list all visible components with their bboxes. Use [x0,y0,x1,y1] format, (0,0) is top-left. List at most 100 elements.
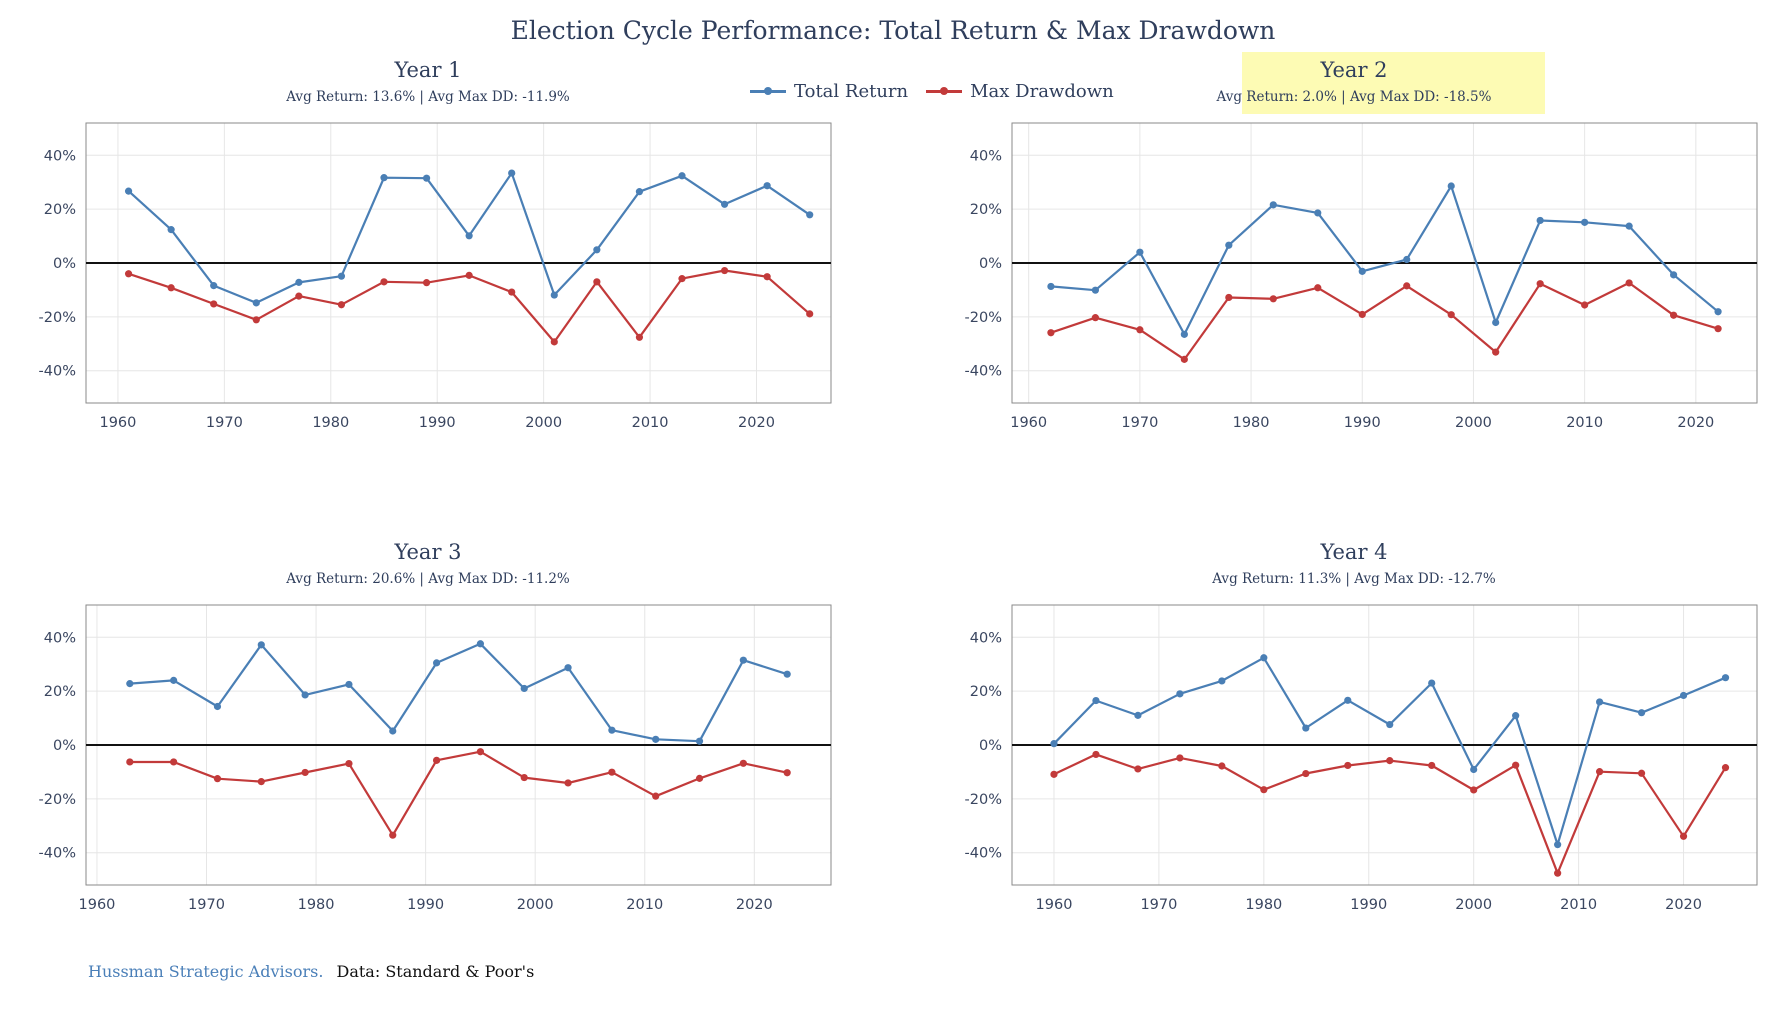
point-total-return [380,174,388,182]
y-tick-label: -40% [39,364,76,380]
point-total-return [1714,308,1722,316]
point-max-drawdown [1314,284,1322,292]
x-tick-label: 1960 [79,897,116,913]
legend-item-total-return: Total Return [750,81,908,102]
panel-plot: 40% 20% 0% -20% -40% 1960 1970 1980 1990 2000 2010… [965,122,1758,431]
point-max-drawdown [564,779,572,787]
y-tick-label: 20% [970,684,1002,700]
point-max-drawdown [1180,355,1188,363]
x-tick-label: 1990 [1350,897,1387,913]
point-max-drawdown [763,273,771,281]
point-max-drawdown [1428,761,1436,770]
point-total-return [739,656,747,664]
point-max-drawdown [252,316,260,324]
y-tick-label: 20% [44,202,76,218]
point-total-return [1403,255,1411,264]
panel-plot: 40% 20% 0% -20% -40% 1960 1970 1980 1990 2000 2010… [39,122,832,431]
point-total-return [520,684,528,693]
x-tick-label: 2000 [525,415,562,431]
panel-subtitle: Avg Return: 20.6% | Avg Max DD: -11.2% [286,571,570,587]
point-max-drawdown [652,792,660,800]
point-total-return [1721,674,1730,682]
point-max-drawdown [550,338,558,346]
footer: Hussman Strategic Advisors. Data: Standa… [88,962,534,981]
panel-subtitle: Avg Return: 11.3% | Avg Max DD: -12.7% [1212,571,1496,587]
point-total-return [1554,841,1562,849]
point-max-drawdown [210,300,218,308]
panel-year-1: Year 1 Avg Return: 13.6% | Avg Max DD: -… [0,58,860,498]
point-total-return [593,246,601,254]
y-tick-label: -40% [965,846,1002,862]
point-max-drawdown [295,292,303,300]
point-max-drawdown [170,758,178,766]
point-max-drawdown [806,310,814,318]
point-total-return [337,272,346,280]
point-max-drawdown [1670,311,1678,319]
y-tick-label: 40% [44,630,76,646]
point-max-drawdown [1447,311,1455,319]
point-total-return [1679,691,1688,700]
point-total-return [720,200,729,208]
point-max-drawdown [1176,754,1184,762]
x-tick-label: 1980 [1233,415,1270,431]
point-max-drawdown [1403,282,1411,290]
point-max-drawdown [1218,762,1226,770]
y-tick-label: 0% [53,256,76,272]
point-total-return [295,278,303,286]
y-tick-label: -40% [965,364,1002,380]
point-max-drawdown [465,271,473,279]
legend-swatch-max-drawdown [926,86,963,95]
point-total-return [213,702,222,711]
point-max-drawdown [389,831,397,839]
x-tick-label: 2020 [1677,415,1714,431]
x-tick-label: 1990 [1344,415,1381,431]
point-total-return [210,282,218,290]
point-total-return [465,232,473,240]
x-tick-label: 2010 [1566,415,1603,431]
x-tick-label: 2000 [1455,897,1492,913]
point-total-return [1536,216,1544,225]
point-total-return [1447,182,1455,190]
point-total-return [126,680,134,688]
y-tick-label: -40% [39,846,76,862]
legend-swatch-total-return [750,86,786,95]
point-max-drawdown [126,758,134,766]
point-max-drawdown [635,333,644,341]
point-total-return [1260,654,1268,662]
y-tick-label: -20% [965,310,1002,326]
point-total-return [1670,271,1678,279]
point-total-return [1344,696,1352,704]
point-total-return [635,188,644,196]
point-max-drawdown [739,759,747,767]
point-max-drawdown [1225,293,1233,302]
point-max-drawdown [345,759,353,768]
point-max-drawdown [380,278,388,286]
panel-title: Year 3 [394,540,462,564]
panel-plot: 40% 20% 0% -20% -40% 1960 1970 1980 1990 2000 2010… [965,604,1758,913]
point-total-return [1358,267,1366,275]
x-tick-label: 2010 [626,897,663,913]
x-tick-label: 1970 [1121,415,1158,431]
point-max-drawdown [213,775,222,783]
point-total-return [652,735,660,743]
panel-subtitle: Avg Return: 2.0% | Avg Max DD: -18.5% [1216,89,1492,105]
point-total-return [678,172,686,180]
point-max-drawdown [1092,750,1100,759]
point-max-drawdown [1260,786,1268,794]
series-line-total-return [1050,184,1719,336]
x-tick-label: 2020 [736,897,773,913]
point-max-drawdown [783,769,791,777]
point-max-drawdown [1714,325,1722,333]
point-max-drawdown [1536,280,1544,288]
y-tick-label: -20% [39,792,76,808]
point-max-drawdown [167,284,175,292]
x-tick-label: 1960 [99,415,136,431]
point-total-return [1637,709,1646,717]
x-tick-label: 1960 [1010,415,1047,431]
point-max-drawdown [1269,295,1277,303]
point-total-return [1047,282,1055,291]
y-tick-label: 40% [970,148,1002,164]
y-tick-label: 0% [979,738,1002,754]
y-tick-label: -20% [39,310,76,326]
point-max-drawdown [1134,765,1142,773]
